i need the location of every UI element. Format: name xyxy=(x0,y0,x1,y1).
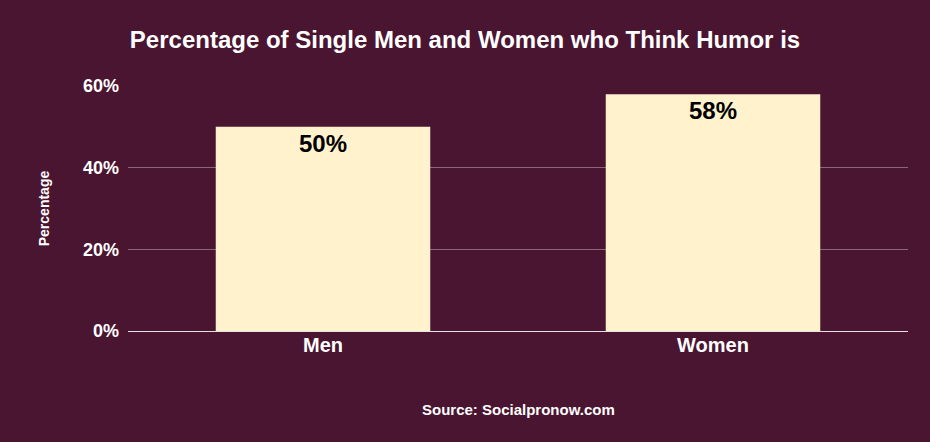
svg-text:Source: Socialpronow.com: Source: Socialpronow.com xyxy=(422,401,615,418)
svg-text:Men: Men xyxy=(303,334,343,356)
svg-text:Percentage: Percentage xyxy=(36,171,52,247)
svg-text:60%: 60% xyxy=(83,76,119,96)
svg-text:50%: 50% xyxy=(299,130,347,157)
svg-text:Women: Women xyxy=(677,334,749,356)
svg-text:20%: 20% xyxy=(83,240,119,260)
svg-text:0%: 0% xyxy=(93,321,119,341)
svg-text:40%: 40% xyxy=(83,158,119,178)
svg-text:58%: 58% xyxy=(689,97,737,124)
svg-text:Percentage of Single Men and W: Percentage of Single Men and Women who T… xyxy=(130,26,800,53)
